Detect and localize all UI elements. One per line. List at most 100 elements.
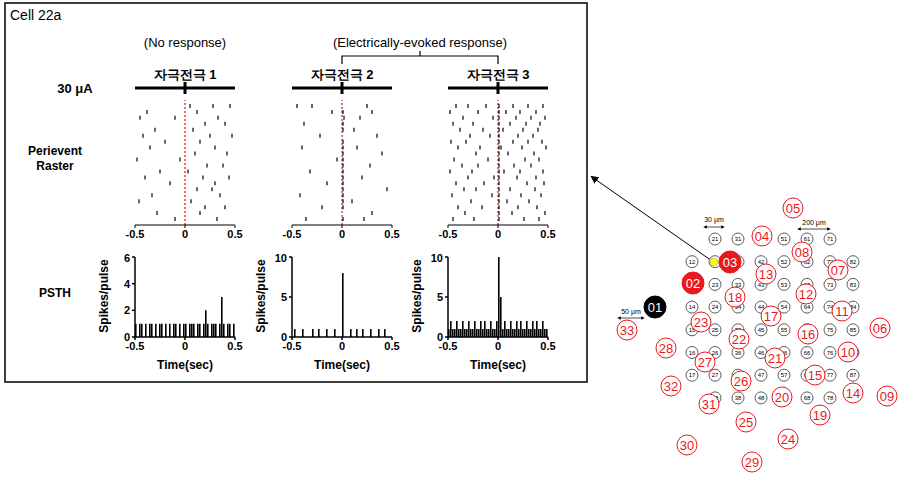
svg-text:자극전극 2: 자극전극 2 xyxy=(311,67,374,82)
svg-text:07: 07 xyxy=(831,263,845,278)
svg-text:82: 82 xyxy=(850,259,857,265)
svg-text:46: 46 xyxy=(758,350,765,356)
svg-text:63: 63 xyxy=(804,282,811,288)
svg-text:28: 28 xyxy=(712,395,719,401)
svg-text:25: 25 xyxy=(712,327,719,333)
svg-text:53: 53 xyxy=(781,282,788,288)
svg-text:01: 01 xyxy=(648,300,662,315)
svg-text:50 μm: 50 μm xyxy=(621,308,641,316)
svg-text:27: 27 xyxy=(712,372,719,378)
svg-text:(No response): (No response) xyxy=(144,35,226,50)
svg-text:25: 25 xyxy=(739,415,753,430)
svg-text:78: 78 xyxy=(827,395,834,401)
svg-text:48: 48 xyxy=(758,395,765,401)
svg-text:27: 27 xyxy=(698,355,712,370)
svg-text:05: 05 xyxy=(786,201,800,216)
svg-text:68: 68 xyxy=(804,395,811,401)
svg-text:09: 09 xyxy=(880,389,894,404)
svg-text:32: 32 xyxy=(664,379,678,394)
svg-text:44: 44 xyxy=(758,304,765,310)
svg-text:12: 12 xyxy=(689,259,696,265)
svg-text:16: 16 xyxy=(689,350,696,356)
svg-text:22: 22 xyxy=(712,259,719,265)
svg-text:200 μm: 200 μm xyxy=(802,219,826,227)
svg-text:30 μA: 30 μA xyxy=(57,81,93,96)
svg-text:62: 62 xyxy=(804,259,811,265)
svg-text:37: 37 xyxy=(735,372,742,378)
svg-text:자극전극 3: 자극전극 3 xyxy=(467,67,530,82)
svg-text:0: 0 xyxy=(495,228,501,240)
svg-text:0: 0 xyxy=(281,331,287,343)
svg-text:23: 23 xyxy=(694,315,708,330)
svg-text:0: 0 xyxy=(182,228,188,240)
svg-text:-0.5: -0.5 xyxy=(126,228,145,240)
svg-text:74: 74 xyxy=(827,304,834,310)
svg-text:0.5: 0.5 xyxy=(540,340,555,352)
svg-text:66: 66 xyxy=(804,350,811,356)
svg-text:24: 24 xyxy=(781,432,795,447)
svg-text:21: 21 xyxy=(768,351,782,366)
svg-text:08: 08 xyxy=(795,245,809,260)
svg-text:0: 0 xyxy=(124,331,130,343)
svg-text:0: 0 xyxy=(339,340,345,352)
svg-text:Spikes/pulse: Spikes/pulse xyxy=(254,259,268,333)
svg-text:Cell 22a: Cell 22a xyxy=(10,7,62,23)
svg-text:41: 41 xyxy=(758,236,765,242)
svg-text:52: 52 xyxy=(781,259,788,265)
svg-text:85: 85 xyxy=(850,327,857,333)
svg-text:20: 20 xyxy=(775,390,789,405)
svg-text:64: 64 xyxy=(804,304,811,310)
svg-text:75: 75 xyxy=(827,327,834,333)
svg-text:55: 55 xyxy=(781,327,788,333)
svg-text:5: 5 xyxy=(437,291,443,303)
svg-text:PerieventRaster: PerieventRaster xyxy=(28,144,82,173)
svg-text:-0.5: -0.5 xyxy=(439,228,458,240)
svg-text:2: 2 xyxy=(124,304,130,316)
svg-text:Time(sec): Time(sec) xyxy=(157,358,213,372)
svg-text:14: 14 xyxy=(846,386,860,401)
svg-text:10: 10 xyxy=(841,345,855,360)
svg-text:04: 04 xyxy=(755,229,769,244)
svg-text:15: 15 xyxy=(808,368,822,383)
svg-text:17: 17 xyxy=(689,372,696,378)
svg-text:6: 6 xyxy=(124,252,130,264)
svg-text:71: 71 xyxy=(827,236,834,242)
svg-text:Time(sec): Time(sec) xyxy=(470,358,526,372)
svg-text:18: 18 xyxy=(728,290,742,305)
svg-text:0: 0 xyxy=(437,331,443,343)
svg-text:33: 33 xyxy=(620,323,634,338)
svg-text:0: 0 xyxy=(182,340,188,352)
svg-text:65: 65 xyxy=(804,327,811,333)
svg-text:03: 03 xyxy=(723,255,737,270)
svg-text:51: 51 xyxy=(781,236,788,242)
svg-text:5: 5 xyxy=(281,291,287,303)
svg-text:0.5: 0.5 xyxy=(540,228,555,240)
svg-text:17: 17 xyxy=(764,309,778,324)
svg-text:34: 34 xyxy=(735,304,742,310)
svg-text:4: 4 xyxy=(124,278,131,290)
svg-text:11: 11 xyxy=(835,304,849,319)
svg-text:31: 31 xyxy=(735,236,742,242)
svg-text:16: 16 xyxy=(801,327,815,342)
svg-text:72: 72 xyxy=(827,259,834,265)
svg-text:61: 61 xyxy=(804,236,811,242)
svg-text:10: 10 xyxy=(275,252,287,264)
svg-text:47: 47 xyxy=(758,372,765,378)
svg-text:21: 21 xyxy=(712,236,719,242)
svg-text:26: 26 xyxy=(734,374,748,389)
svg-text:31: 31 xyxy=(702,397,716,412)
svg-text:43: 43 xyxy=(758,282,765,288)
svg-text:30 μm: 30 μm xyxy=(704,216,724,224)
svg-text:29: 29 xyxy=(745,455,759,470)
svg-text:-0.5: -0.5 xyxy=(283,228,302,240)
svg-text:76: 76 xyxy=(827,350,834,356)
svg-text:0.5: 0.5 xyxy=(384,340,399,352)
svg-text:자극전극 1: 자극전극 1 xyxy=(154,67,217,82)
svg-text:56: 56 xyxy=(781,350,788,356)
svg-text:58: 58 xyxy=(781,395,788,401)
svg-text:77: 77 xyxy=(827,372,834,378)
svg-text:32: 32 xyxy=(735,259,742,265)
svg-text:12: 12 xyxy=(799,287,813,302)
svg-text:0: 0 xyxy=(495,340,501,352)
svg-text:0: 0 xyxy=(339,228,345,240)
